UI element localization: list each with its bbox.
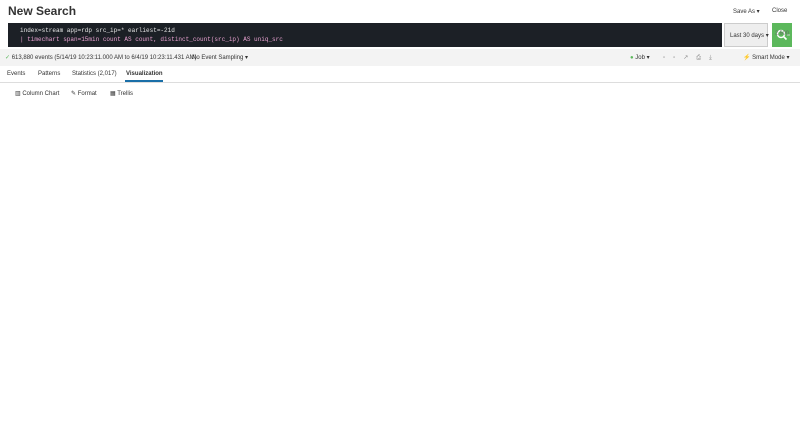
search-icon: 5001,0001,5002,0002,50051015202530354045… [775,29,800,371]
close-button[interactable]: Close [772,8,788,14]
search-box[interactable]: index=stream app=rdp src_ip=* earliest=-… [8,23,722,47]
tab-underline [125,80,163,82]
event-count: 613,880 events (5/14/19 10:23:11.000 AM … [11,55,197,61]
tab[interactable]: Statistics (2,017) [72,71,117,77]
y-tick-label: 2,500 [775,30,789,36]
sampling-dropdown[interactable]: No Event Sampling ▾ [192,55,249,61]
viz-option[interactable]: ✎ Format [71,91,97,97]
status-check: ✓ 613,880 events (5/14/19 10:23:11.000 A… [5,55,197,61]
time-picker-label: Last 30 days ▾ [730,33,769,39]
time-picker[interactable]: Last 30 days ▾ [724,23,769,47]
chart [0,100,800,441]
viz-option[interactable]: ▥ Column Chart [15,91,60,97]
tab[interactable]: Patterns [38,71,61,77]
page-title: New Search [8,4,77,18]
job-icons[interactable]: ▫▫↗⎙⤓ [663,55,720,61]
job-label: Job ▾ [635,55,650,61]
tab-active[interactable]: Visualization [126,71,163,77]
divider [0,82,800,83]
mode-dropdown[interactable]: ⚡ Smart Mode ▾ [743,55,790,61]
search-line: | timechart span=15min count AS count, d… [20,36,283,43]
mode-label: Smart Mode ▾ [752,55,790,61]
viz-label: Column Chart [22,91,60,97]
search-button[interactable]: 5001,0001,5002,0002,50051015202530354045… [772,23,800,371]
status-bar: ✓ 613,880 events (5/14/19 10:23:11.000 A… [0,49,800,66]
search-line: index=stream app=rdp src_ip=* earliest=-… [20,27,175,34]
tab[interactable]: Events [7,71,26,77]
save-as-button[interactable]: Save As ▾ [733,9,760,15]
viz-label: Trellis [117,91,134,97]
viz-label: Format [77,91,97,97]
viz-option[interactable]: ▦ Trellis [110,91,134,97]
job-menu[interactable]: ● Job ▾ [630,55,650,61]
